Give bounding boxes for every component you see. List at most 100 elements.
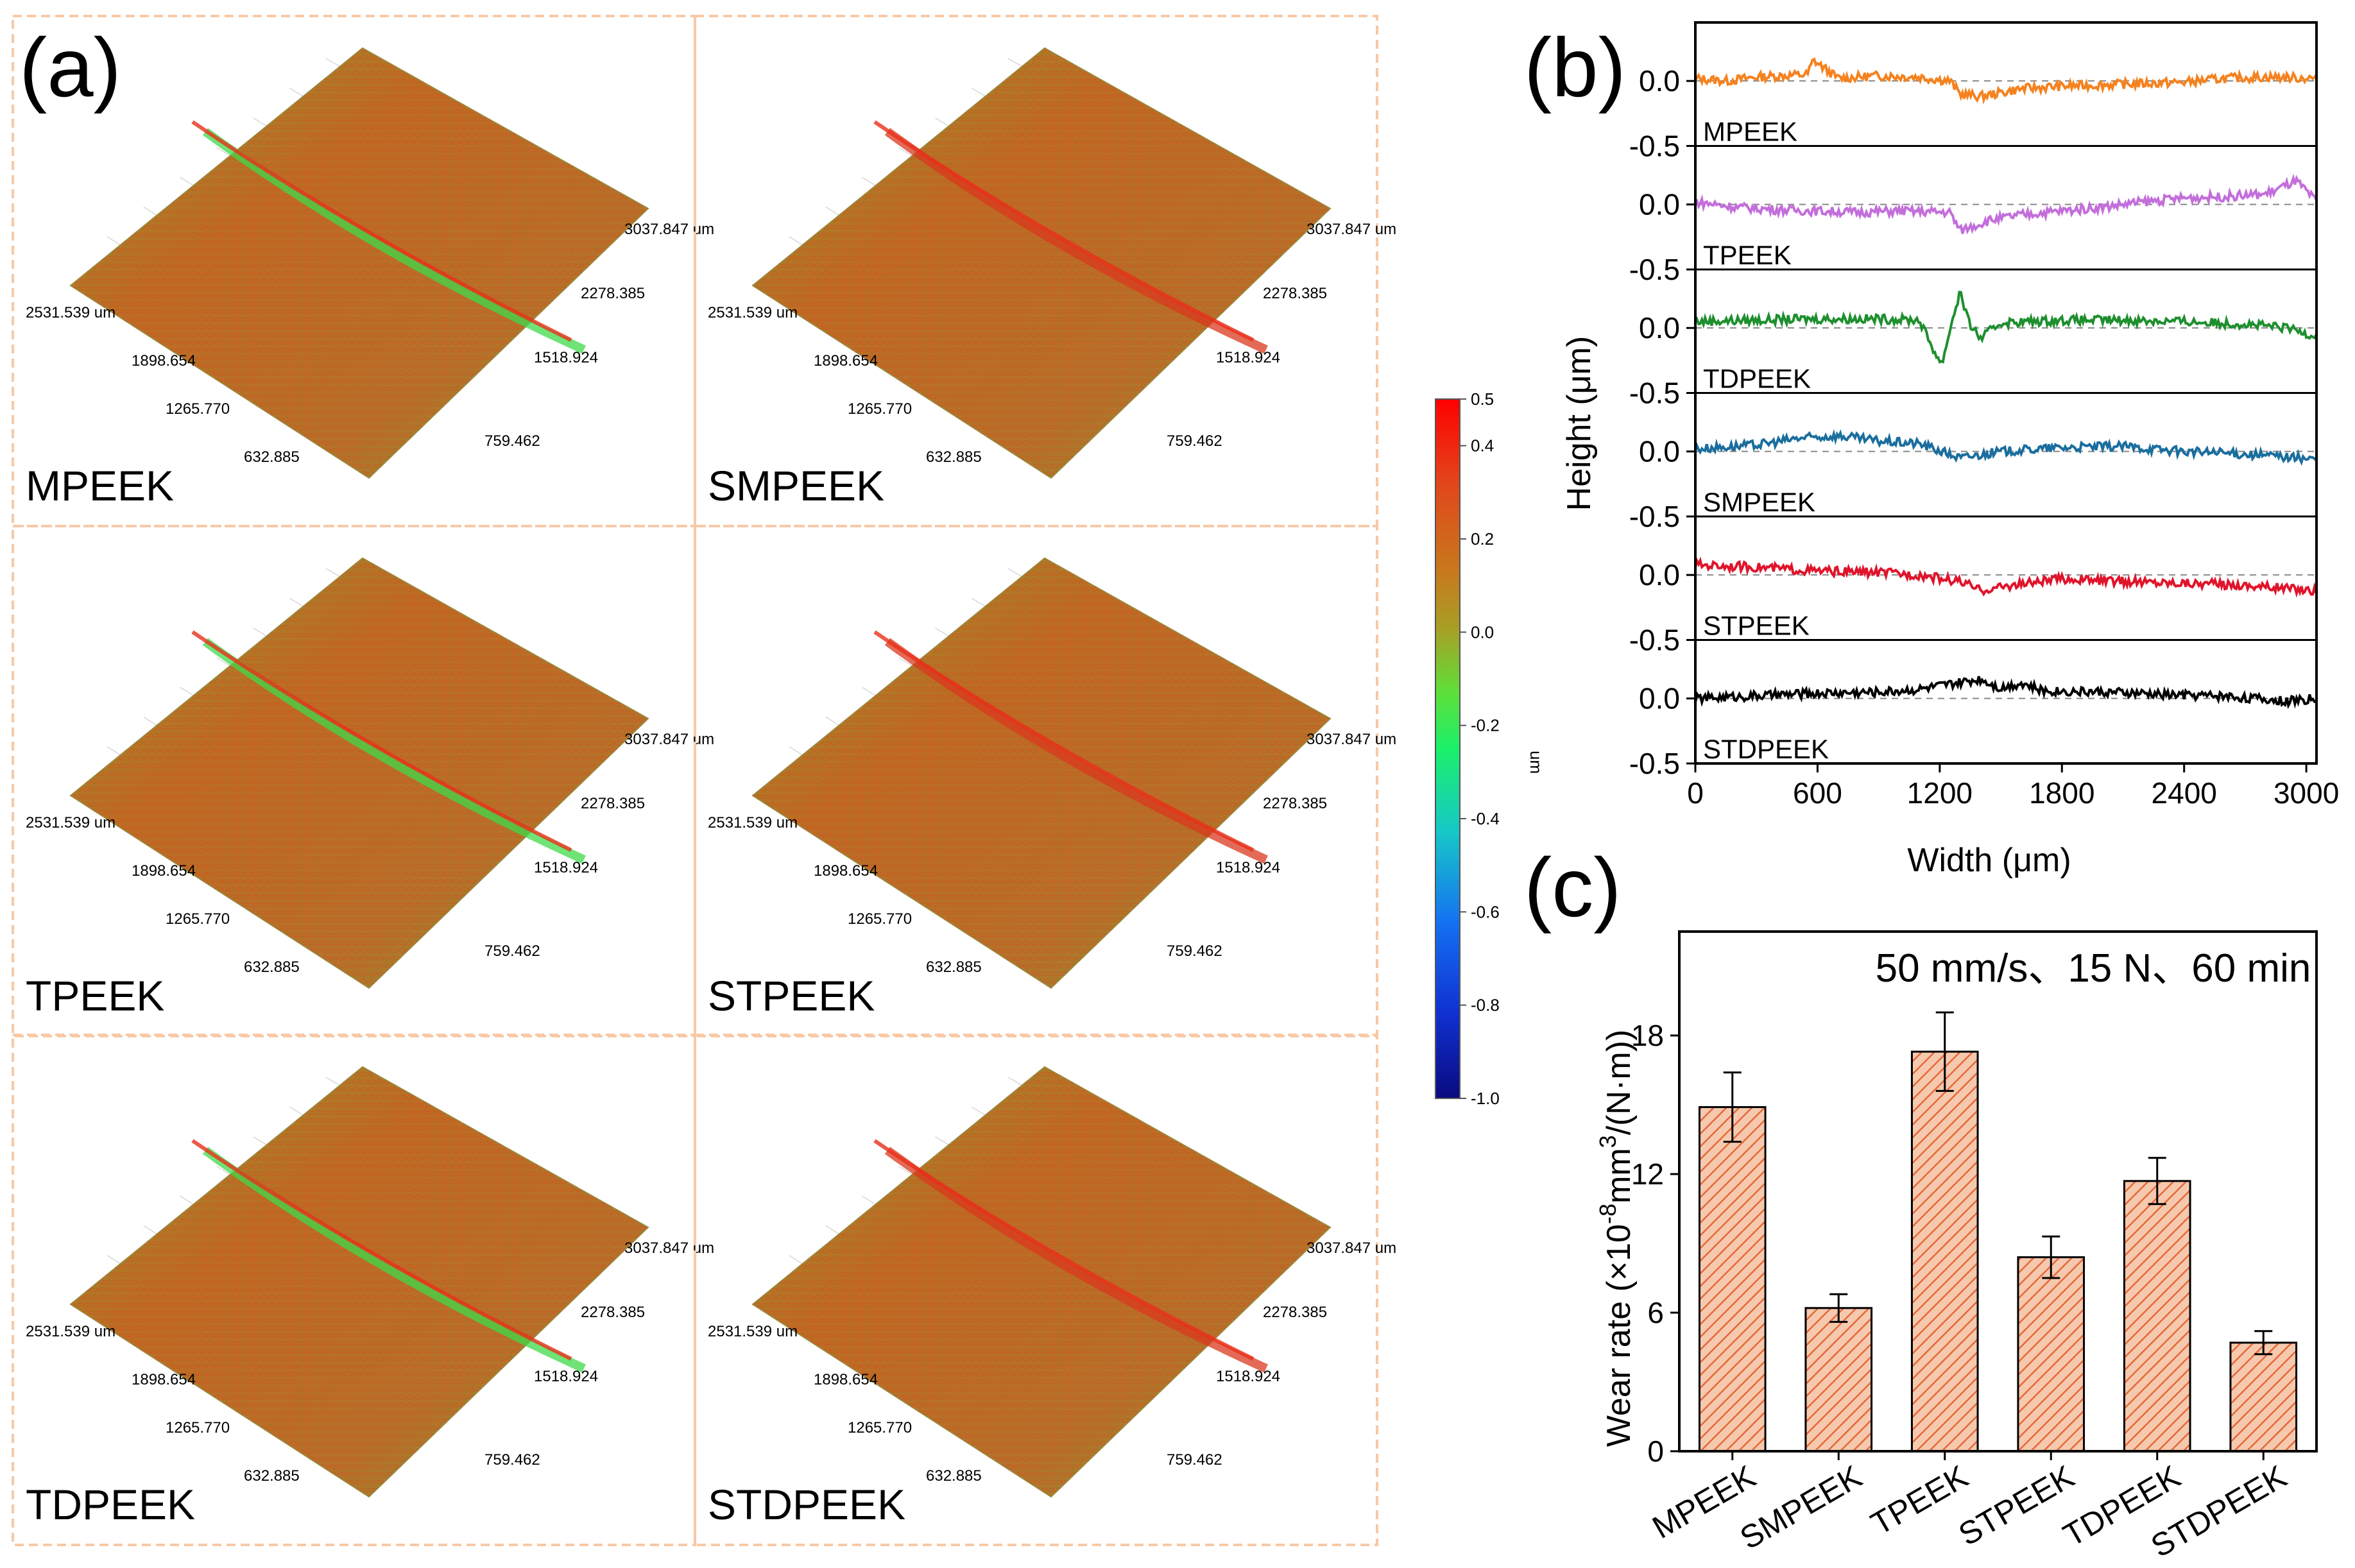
profile-strip-stdpeek: STDPEEK 0.0 (1639, 676, 2317, 764)
bar-chart: MPEEKSMPEEKTPEEKSTPEEKTDPEEKSTDPEEK06121… (1631, 930, 2318, 1564)
sample-label: MPEEK (26, 462, 174, 509)
axis-tick-label: 3037.847 um (624, 1240, 714, 1257)
x-tick-label: 2400 (2152, 776, 2217, 810)
axis-tick-label: 759.462 (484, 942, 540, 960)
y-tick-label: 12 (1631, 1157, 1664, 1191)
axis-tick-label: 2278.385 (1263, 285, 1327, 302)
x-tick-label: STPEEK (1953, 1458, 2080, 1553)
axis-tick-label: 2278.385 (581, 795, 645, 812)
series-label: SMPEEK (1703, 487, 1815, 517)
axis-tick-label: 2278.385 (581, 285, 645, 302)
plot-frame (1678, 930, 2318, 1453)
axis-tick-label: 1518.924 (1216, 859, 1280, 876)
colorbar-tick-label: -0.8 (1471, 996, 1500, 1015)
bar-stdpeek (2229, 1342, 2298, 1453)
panel-b: (b) MPEEK 0.0 -0.5 TPEEK 0.0 -0.5 TDPEEK 0.0 -0.… (1524, 21, 2339, 879)
colorbar-unit: um (1527, 751, 1546, 774)
colorbar-tick-label: -0.6 (1471, 902, 1500, 921)
panel-c: (c) MPEEKSMPEEKTPEEKSTPEEKTDPEEKSTDPEEK0… (1524, 840, 2318, 1564)
profile-strip-stpeek: STPEEK 0.0 -0.5 (1629, 556, 2318, 657)
axis-tick-label: 1518.924 (534, 859, 598, 876)
colorbar-tick-label: -0.4 (1471, 809, 1500, 828)
wear-track-edge (873, 1139, 1255, 1361)
sample-label: TDPEEK (26, 1481, 195, 1528)
colorbar: 0.5 0.4 0.2 0.0 -0.2 -0.4 -0.6 -0.8 -1.0 um (1435, 389, 1546, 1108)
axis-tick-label: 1898.654 (132, 352, 196, 370)
wear-track (884, 128, 1268, 354)
x-tick-label: 0 (1687, 776, 1704, 810)
axis-tick-label: 1898.654 (814, 1371, 878, 1388)
axis-tick-label: 3037.847 um (1306, 1240, 1396, 1257)
series-label: STPEEK (1703, 611, 1810, 641)
surface-tile-smpeek: 2531.539 um 1898.654 1265.770 632.885 3037.8… (694, 15, 1396, 527)
axis-tick-label: 1265.770 (848, 400, 912, 418)
axis-tick-label: 1898.654 (814, 352, 878, 370)
y-tick-label: -0.5 (1629, 377, 1680, 410)
y-tick-label: -0.5 (1629, 130, 1680, 163)
axis-tick-label: 1898.654 (814, 862, 878, 880)
axis-tick-label: 2531.539 um (708, 304, 798, 321)
sample-label: STDPEEK (708, 1481, 905, 1528)
colorbar-tick-label: 0.2 (1471, 529, 1494, 549)
colorbar-tick-label: 0.4 (1471, 436, 1494, 456)
axis-tick-label: 2531.539 um (26, 814, 116, 831)
surface-texture (753, 1067, 1330, 1497)
colorbar-tick-label: -0.2 (1471, 716, 1500, 735)
axis-tick-label: 2278.385 (581, 1304, 645, 1321)
wear-track-edge (873, 630, 1255, 852)
axis-tick-label: 2531.539 um (26, 1323, 116, 1340)
tile-border (694, 1034, 1378, 1546)
surface-tile-mpeek: 2531.539 um 1898.654 1265.770 632.885 3037.8… (12, 15, 714, 527)
x-tick-label: SMPEEK (1734, 1458, 1867, 1556)
axis-tick-label: 632.885 (926, 959, 982, 976)
y-tick-label: 0.0 (1639, 558, 1680, 592)
axis-tick-label: 1518.924 (1216, 349, 1280, 366)
surface-texture (71, 558, 648, 988)
surface-texture (753, 558, 1330, 988)
surface-texture (71, 1067, 648, 1497)
x-tick-label: 3000 (2274, 776, 2339, 810)
axis-tick-label: 3037.847 um (624, 731, 714, 748)
axis-tick-label: 632.885 (926, 1467, 982, 1485)
colorbar-gradient (1435, 398, 1460, 1099)
c-chart-title: 50 mm/s、15 N、60 min (1876, 946, 2311, 991)
axis-tick-label: 3037.847 um (624, 221, 714, 238)
axis-tick-label: 2531.539 um (26, 304, 116, 321)
axis-tick-label: 759.462 (1167, 1451, 1222, 1469)
colorbar-tick-label: -1.0 (1471, 1089, 1500, 1108)
y-tick-label: 0 (1647, 1435, 1664, 1468)
axis-tick-label: 3037.847 um (1306, 221, 1396, 238)
y-tick-label: 0.0 (1639, 311, 1680, 345)
series-label: MPEEK (1703, 117, 1797, 147)
profile-strip-mpeek: MPEEK 0.0 -0.5 (1629, 57, 2318, 163)
profile-strip-tdpeek: TDPEEK 0.0 -0.5 (1629, 291, 2318, 410)
surface-tile-stdpeek: 2531.539 um 1898.654 1265.770 632.885 3037.8… (694, 1034, 1396, 1546)
wear-track-edge (873, 120, 1255, 342)
wear-track-edge (191, 630, 572, 852)
panel-a-label: (a) (19, 21, 121, 114)
x-tick-label: 1200 (1907, 776, 1973, 810)
wear-track-edge (191, 120, 572, 342)
colorbar-tick-label: 0.5 (1471, 389, 1494, 409)
y-tick-label: -0.5 (1629, 747, 1680, 780)
sample-label: SMPEEK (708, 462, 884, 509)
wear-track (202, 128, 586, 354)
axis-tick-label: 2531.539 um (708, 814, 798, 831)
axis-tick-label: 1265.770 (848, 910, 912, 928)
panel-a: (a) 2531.539 um 1898.654 1265.770 632.885 30… (12, 15, 1546, 1546)
surface-tiles: 2531.539 um 1898.654 1265.770 632.885 3037.8… (12, 15, 1396, 1546)
bar-stpeek (2017, 1256, 2085, 1453)
bar-tpeek (1910, 1050, 1979, 1453)
axis-tick-label: 2278.385 (1263, 1304, 1327, 1321)
b-y-axis-label: Height (μm) (1561, 336, 1598, 511)
series-line-mpeek (1694, 57, 2318, 105)
axis-tick-label: 3037.847 um (1306, 731, 1396, 748)
wear-track (884, 1146, 1268, 1373)
axis-tick-label: 1265.770 (848, 1419, 912, 1436)
axis-tick-label: 759.462 (1167, 942, 1222, 960)
axis-tick-label: 1265.770 (166, 910, 230, 928)
b-x-axis-label: Width (μm) (1907, 842, 2071, 879)
series-label: STDPEEK (1703, 734, 1829, 764)
colorbar-ticks: 0.5 0.4 0.2 0.0 -0.2 -0.4 -0.6 -0.8 -1.0 (1460, 389, 1500, 1108)
surface-tile-tpeek: 2531.539 um 1898.654 1265.770 632.885 3037.8… (12, 525, 714, 1037)
